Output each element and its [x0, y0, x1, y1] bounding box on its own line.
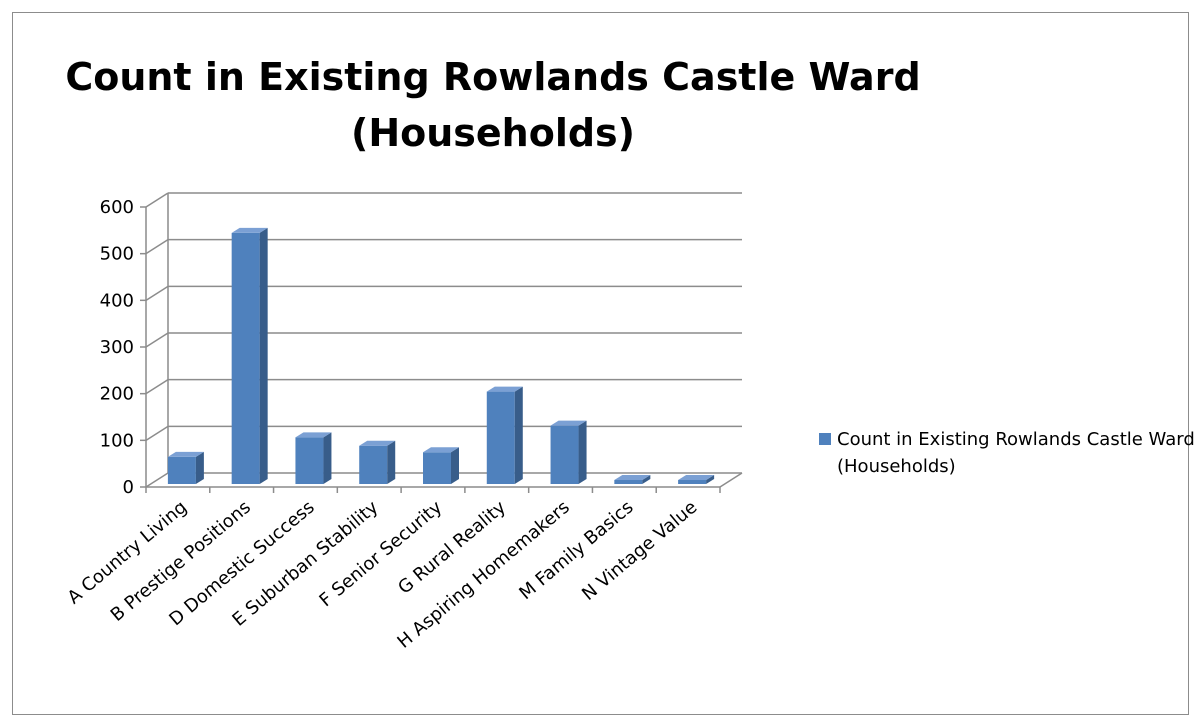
bar — [486, 391, 515, 484]
gridline-side — [145, 379, 169, 395]
gridline-side — [145, 239, 169, 255]
gridline-side — [145, 425, 169, 441]
legend-swatch — [819, 433, 831, 445]
x-tick-label: G Rural Reality — [394, 497, 510, 599]
bar-top — [550, 420, 587, 426]
bar-top — [231, 227, 268, 233]
floor-edge — [719, 472, 743, 488]
bar — [423, 452, 451, 484]
bar-side — [451, 447, 459, 484]
bar — [550, 425, 579, 484]
x-tick-label: N Vintage Value — [578, 497, 701, 605]
bar — [231, 232, 260, 484]
bar-top — [614, 475, 651, 480]
y-tick-label: 200 — [100, 384, 134, 405]
bar — [359, 445, 388, 484]
y-tick-label: 400 — [100, 290, 134, 311]
bar-top — [167, 451, 204, 457]
bar-top — [678, 475, 715, 480]
bar — [678, 480, 707, 484]
y-tick-label: 600 — [100, 197, 134, 218]
y-tick-label: 500 — [100, 244, 134, 265]
bar — [614, 480, 643, 484]
bar-side — [642, 475, 651, 484]
bar-top — [486, 386, 523, 392]
y-tick-label: 0 — [123, 477, 134, 498]
chart-area: Count in Existing Rowlands Castle Ward (… — [12, 12, 1195, 715]
gridline-side — [145, 332, 169, 348]
gridline-side — [145, 472, 169, 488]
bar-side — [195, 451, 204, 484]
bar — [167, 456, 196, 484]
bar-top — [295, 432, 332, 438]
bar-side — [514, 386, 523, 484]
x-tick-label: M Family Basics — [515, 497, 637, 604]
bar-side — [323, 432, 332, 484]
gridline-side — [145, 192, 169, 208]
bar-side — [259, 227, 268, 484]
bar-top — [423, 447, 459, 453]
bar-side — [578, 420, 587, 484]
chart-title: Count in Existing Rowlands Castle Ward (… — [65, 55, 921, 155]
bar — [295, 437, 324, 484]
y-tick-label: 100 — [100, 430, 134, 451]
y-tick-label: 300 — [100, 337, 134, 358]
bar-top — [359, 440, 396, 446]
gridline-side — [145, 285, 169, 301]
legend: Count in Existing Rowlands Castle Ward (… — [819, 426, 1199, 480]
legend-label: Count in Existing Rowlands Castle Ward (… — [837, 429, 1195, 477]
bar-side — [706, 475, 715, 484]
bar-side — [387, 440, 396, 484]
